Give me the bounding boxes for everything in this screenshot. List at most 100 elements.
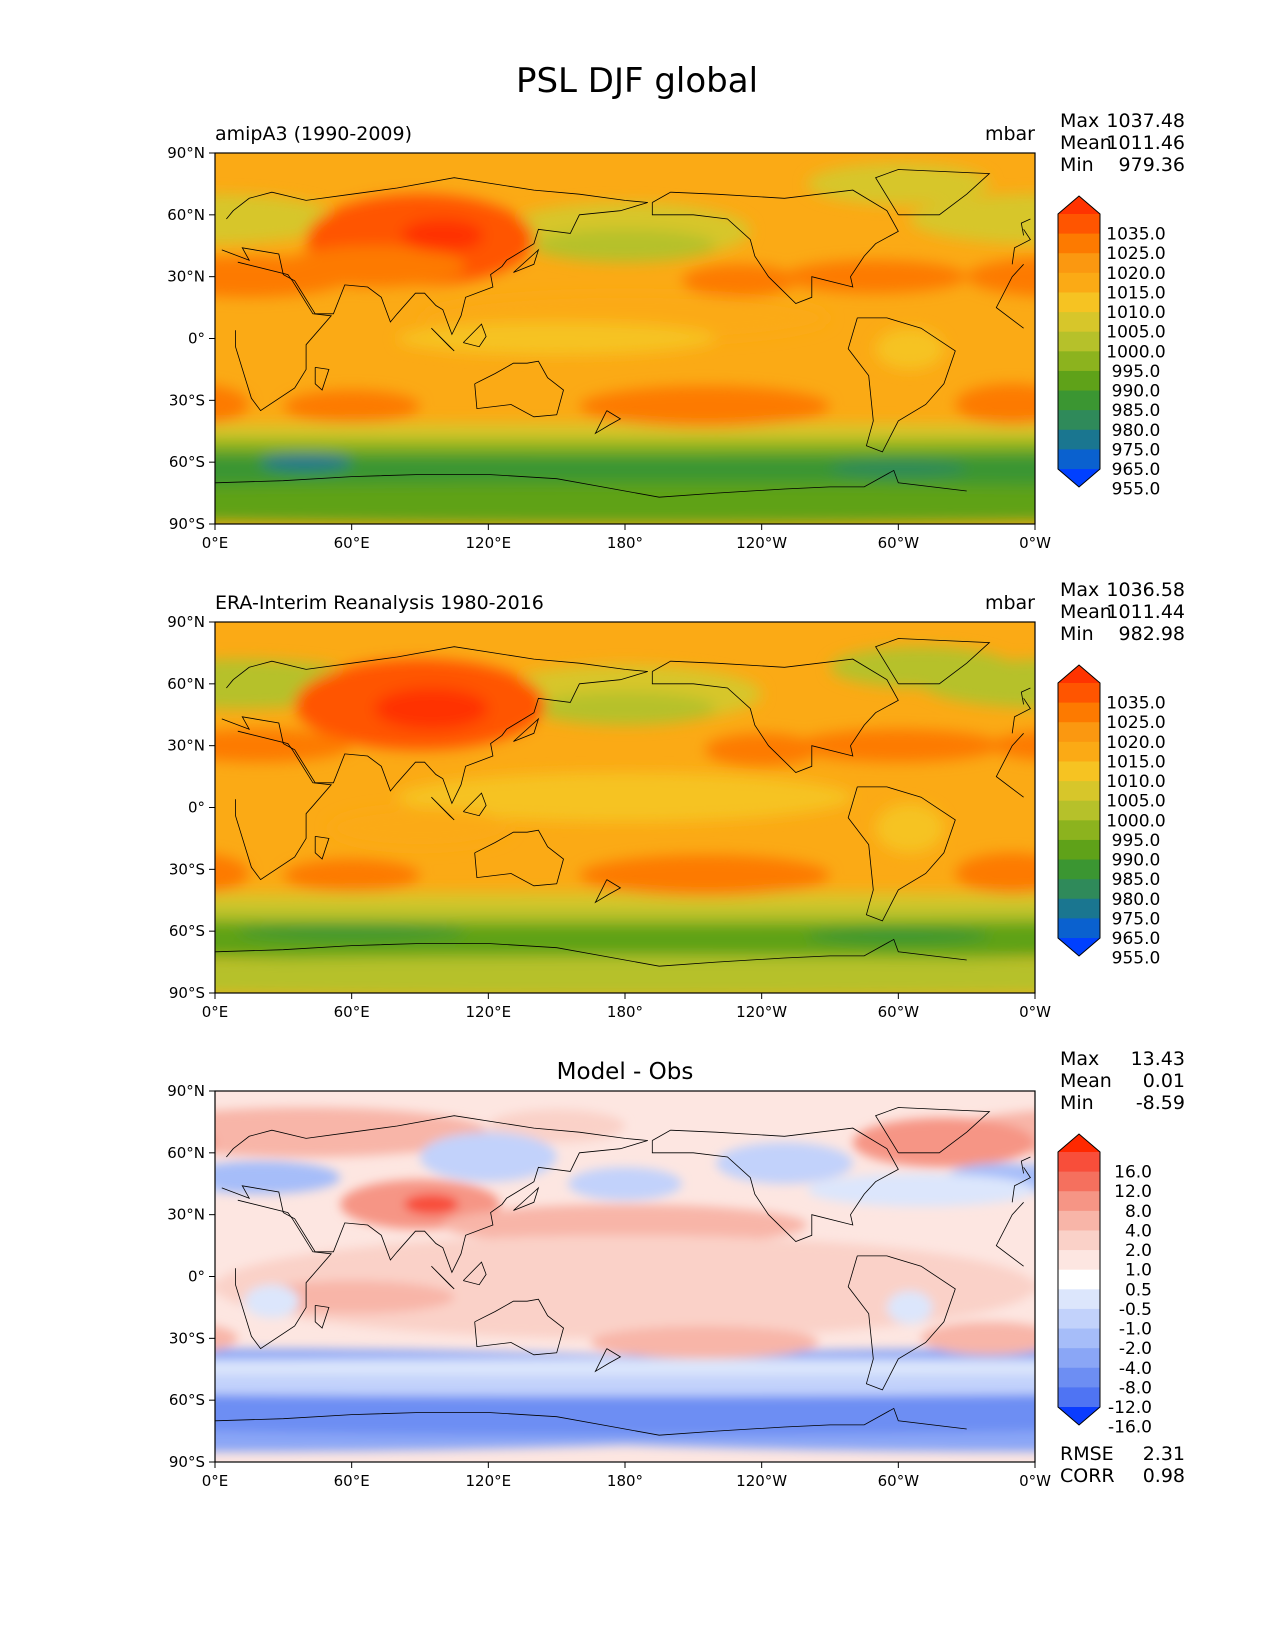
colorbar-extend-min bbox=[1058, 1407, 1100, 1425]
field-region bbox=[886, 1290, 933, 1324]
field-region bbox=[0, 927, 169, 943]
coastline bbox=[474, 829, 564, 887]
field-region bbox=[401, 218, 484, 252]
field-region bbox=[0, 386, 10, 427]
lon-tick-label: 180° bbox=[607, 534, 643, 552]
coastline bbox=[1011, 698, 1031, 734]
panel-3: 90°N 60°N 30°N 0° 30°S 60°S 90°S0°E 60°E 120°E 18… bbox=[67, 1048, 1275, 1490]
coastline bbox=[1020, 1156, 1031, 1174]
coastline bbox=[235, 261, 333, 412]
field-region bbox=[215, 256, 352, 298]
colorbar-label: 1000.0 bbox=[1106, 342, 1165, 362]
field-region bbox=[795, 729, 1001, 763]
field-region bbox=[625, 958, 1035, 993]
lat-tick-label: 60°N bbox=[167, 1144, 205, 1162]
field-region bbox=[966, 257, 1035, 297]
field-region bbox=[1160, 1180, 1275, 1229]
field-region bbox=[579, 854, 830, 897]
colorbar-segment bbox=[1058, 1230, 1100, 1251]
lon-tick-label: 60°W bbox=[878, 1472, 920, 1490]
field-region bbox=[807, 163, 990, 205]
stat-label-corr: CORR bbox=[1060, 1465, 1115, 1487]
coastline bbox=[651, 1127, 899, 1242]
lat-tick-label: 0° bbox=[188, 1268, 205, 1286]
colorbar-extend-max bbox=[1058, 196, 1100, 214]
panel-title-left: ERA-Interim Reanalysis 1980-2016 bbox=[215, 592, 544, 614]
lon-tick-label: 120°W bbox=[736, 1472, 787, 1490]
colorbar-segment bbox=[1058, 1171, 1100, 1192]
colorbar-outline bbox=[1057, 1133, 1101, 1426]
stat-label-min: Min bbox=[1060, 154, 1094, 176]
field-region bbox=[921, 1321, 1035, 1355]
coastline bbox=[463, 792, 487, 817]
colorbar-label: 1020.0 bbox=[1106, 264, 1165, 284]
colorbar-outline bbox=[1057, 195, 1101, 488]
field-region bbox=[533, 229, 717, 263]
coastline bbox=[847, 317, 956, 453]
panel-units: mbar bbox=[985, 592, 1035, 614]
colorbar-label: 990.0 bbox=[1112, 382, 1161, 402]
field-region bbox=[1240, 1132, 1275, 1181]
colorbar-segment bbox=[1058, 839, 1100, 861]
lat-tick-label: 90°N bbox=[167, 613, 205, 631]
field-region bbox=[590, 1325, 819, 1359]
coastline bbox=[875, 169, 991, 216]
field-region bbox=[215, 1161, 341, 1195]
field-region bbox=[875, 328, 944, 370]
coastline bbox=[463, 323, 487, 348]
lat-tick-label: 0° bbox=[188, 330, 205, 348]
coastline bbox=[995, 733, 1024, 798]
field-blobs bbox=[0, 163, 1035, 524]
field-region bbox=[420, 1132, 557, 1182]
field-region bbox=[1263, 1204, 1275, 1245]
colorbar-label: 975.0 bbox=[1112, 909, 1161, 929]
field-region bbox=[579, 385, 830, 428]
colorbar-label: -12.0 bbox=[1108, 1398, 1152, 1418]
colorbar-label: -1.0 bbox=[1119, 1320, 1152, 1340]
field-region bbox=[67, 1291, 113, 1324]
colorbar-segment bbox=[1058, 429, 1100, 450]
lat-tick-label: 60°N bbox=[167, 206, 205, 224]
colorbar-segment bbox=[1058, 898, 1100, 919]
lon-tick-label: 0°E bbox=[202, 534, 229, 552]
coastline bbox=[221, 646, 648, 805]
field-region bbox=[807, 927, 990, 944]
colorbar-label: -2.0 bbox=[1119, 1339, 1152, 1359]
field-region bbox=[681, 264, 796, 298]
colorbar-label: 995.0 bbox=[1112, 362, 1161, 382]
colorbar-segment bbox=[1058, 879, 1100, 900]
lon-tick-label: 180° bbox=[607, 1003, 643, 1021]
colorbar-label: 12.0 bbox=[1114, 1182, 1152, 1202]
field-region bbox=[830, 646, 1013, 688]
lat-tick-label: 30°S bbox=[169, 391, 205, 409]
field-region bbox=[374, 687, 489, 730]
colorbar-segment bbox=[1058, 781, 1100, 802]
field-region bbox=[215, 854, 250, 893]
colorbar-segment bbox=[1058, 761, 1100, 782]
coastline bbox=[513, 1186, 540, 1211]
coastline bbox=[1011, 229, 1031, 265]
field-region bbox=[625, 444, 1035, 488]
lat-tick-label: 60°S bbox=[169, 453, 205, 471]
field-region bbox=[784, 260, 967, 294]
colorbar-segment bbox=[1058, 312, 1100, 333]
field-region bbox=[237, 922, 466, 940]
coastline bbox=[314, 367, 330, 391]
coastline bbox=[215, 1407, 967, 1436]
colorbar-segment bbox=[1058, 1191, 1100, 1212]
stat-label-mean: Mean bbox=[1060, 601, 1112, 623]
lon-tick-label: 60°E bbox=[334, 1003, 370, 1021]
colorbar-segment bbox=[1058, 918, 1100, 939]
lat-tick-label: 90°N bbox=[167, 1082, 205, 1100]
colorbar-segment bbox=[1058, 1308, 1100, 1330]
colorbar-segment bbox=[1058, 1210, 1100, 1231]
coastline bbox=[594, 1348, 622, 1373]
stat-label-max: Max bbox=[1060, 1048, 1099, 1070]
lon-tick-label: 0°W bbox=[1019, 1472, 1051, 1490]
colorbar-segment bbox=[1058, 1348, 1100, 1369]
field-region bbox=[56, 328, 124, 369]
lat-tick-label: 30°N bbox=[167, 268, 205, 286]
lon-tick-label: 120°W bbox=[736, 534, 787, 552]
field-region bbox=[260, 453, 352, 471]
lon-tick-label: 60°E bbox=[334, 1472, 370, 1490]
